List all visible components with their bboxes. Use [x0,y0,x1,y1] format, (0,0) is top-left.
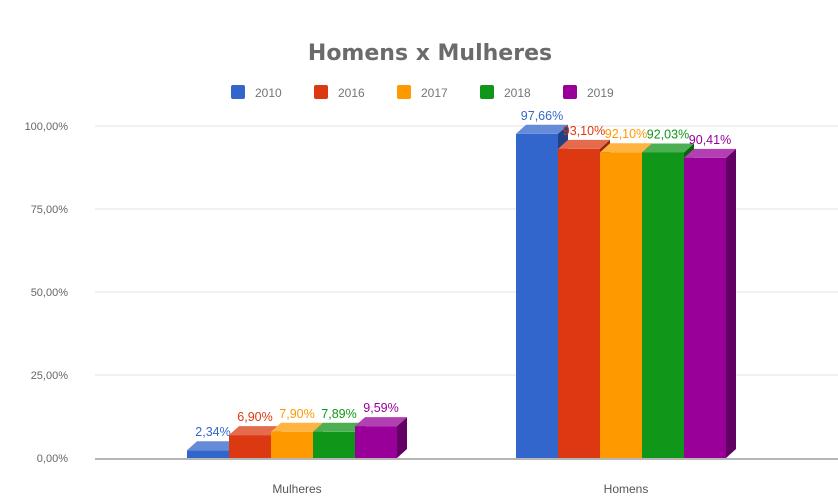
bar-top [684,148,736,158]
legend-swatch-2018 [480,85,494,99]
y-tick-label-2: 50,00% [31,287,69,299]
legend: 2010 2016 2017 2018 2019 [231,85,614,100]
data-label-mulheres-2010: 2,34% [195,425,230,439]
bar-front [642,152,684,459]
bar-front [516,133,558,458]
legend-swatch-2019 [563,85,577,99]
y-tick-label-4: 100,00% [25,121,69,133]
bars: 2,34%6,90% 7,90% 7,89% 9,59%97,66%93,10% 92,… [187,109,736,459]
bar-front [313,431,355,458]
data-label-homens-2018: 92,03% [647,127,689,141]
y-tick-label-1: 25,00% [31,370,69,382]
bar-front [684,157,726,458]
x-axis: Mulheres Homens [95,458,838,496]
legend-label-2017: 2017 [421,86,448,100]
legend-label-2010: 2010 [255,86,282,100]
bar-top [187,441,239,451]
data-label-mulheres-2016: 6,90% [237,410,272,424]
data-label-mulheres-2017: 7,90% [279,407,314,421]
legend-label-2019: 2019 [587,86,614,100]
bar-mulheres-2019 [355,417,407,458]
bar-side [397,417,407,458]
legend-swatch-2010 [231,85,245,99]
bar-top [642,143,694,153]
legend-label-2018: 2018 [504,86,531,100]
bar-mulheres-2018 [313,422,365,458]
bar-top [558,139,610,149]
bar-top [229,426,281,436]
data-label-mulheres-2018: 7,89% [321,407,356,421]
bar-top [600,143,652,153]
bar-side [726,148,736,458]
data-label-mulheres-2019: 9,59% [363,401,398,415]
y-axis: 0,00% 25,00% 50,00% 75,00% 100,00% [25,121,69,465]
y-tick-label-3: 75,00% [31,204,69,216]
data-label-homens-2016: 93,10% [563,124,605,138]
bar-front [229,435,271,458]
bar-front [355,426,397,458]
chart-title: Homens x Mulheres [308,41,552,66]
bar-top [516,124,568,134]
data-label-homens-2017: 92,10% [605,127,647,141]
y-tick-label-0: 0,00% [37,453,68,465]
bar-top [271,422,323,432]
x-tick-label-homens: Homens [604,482,649,496]
bar-homens-2019 [684,148,736,458]
x-tick-label-mulheres: Mulheres [272,482,321,496]
data-label-homens-2010: 97,66% [521,109,563,123]
bar-front [187,450,229,458]
bar-front [600,152,642,458]
legend-label-2016: 2016 [338,86,365,100]
bar-front [271,431,313,458]
legend-swatch-2017 [397,85,411,99]
bar-front [558,148,600,458]
data-label-homens-2019: 90,41% [689,133,731,147]
legend-swatch-2016 [314,85,328,99]
bar-top [355,417,407,427]
bar-top [313,422,365,432]
